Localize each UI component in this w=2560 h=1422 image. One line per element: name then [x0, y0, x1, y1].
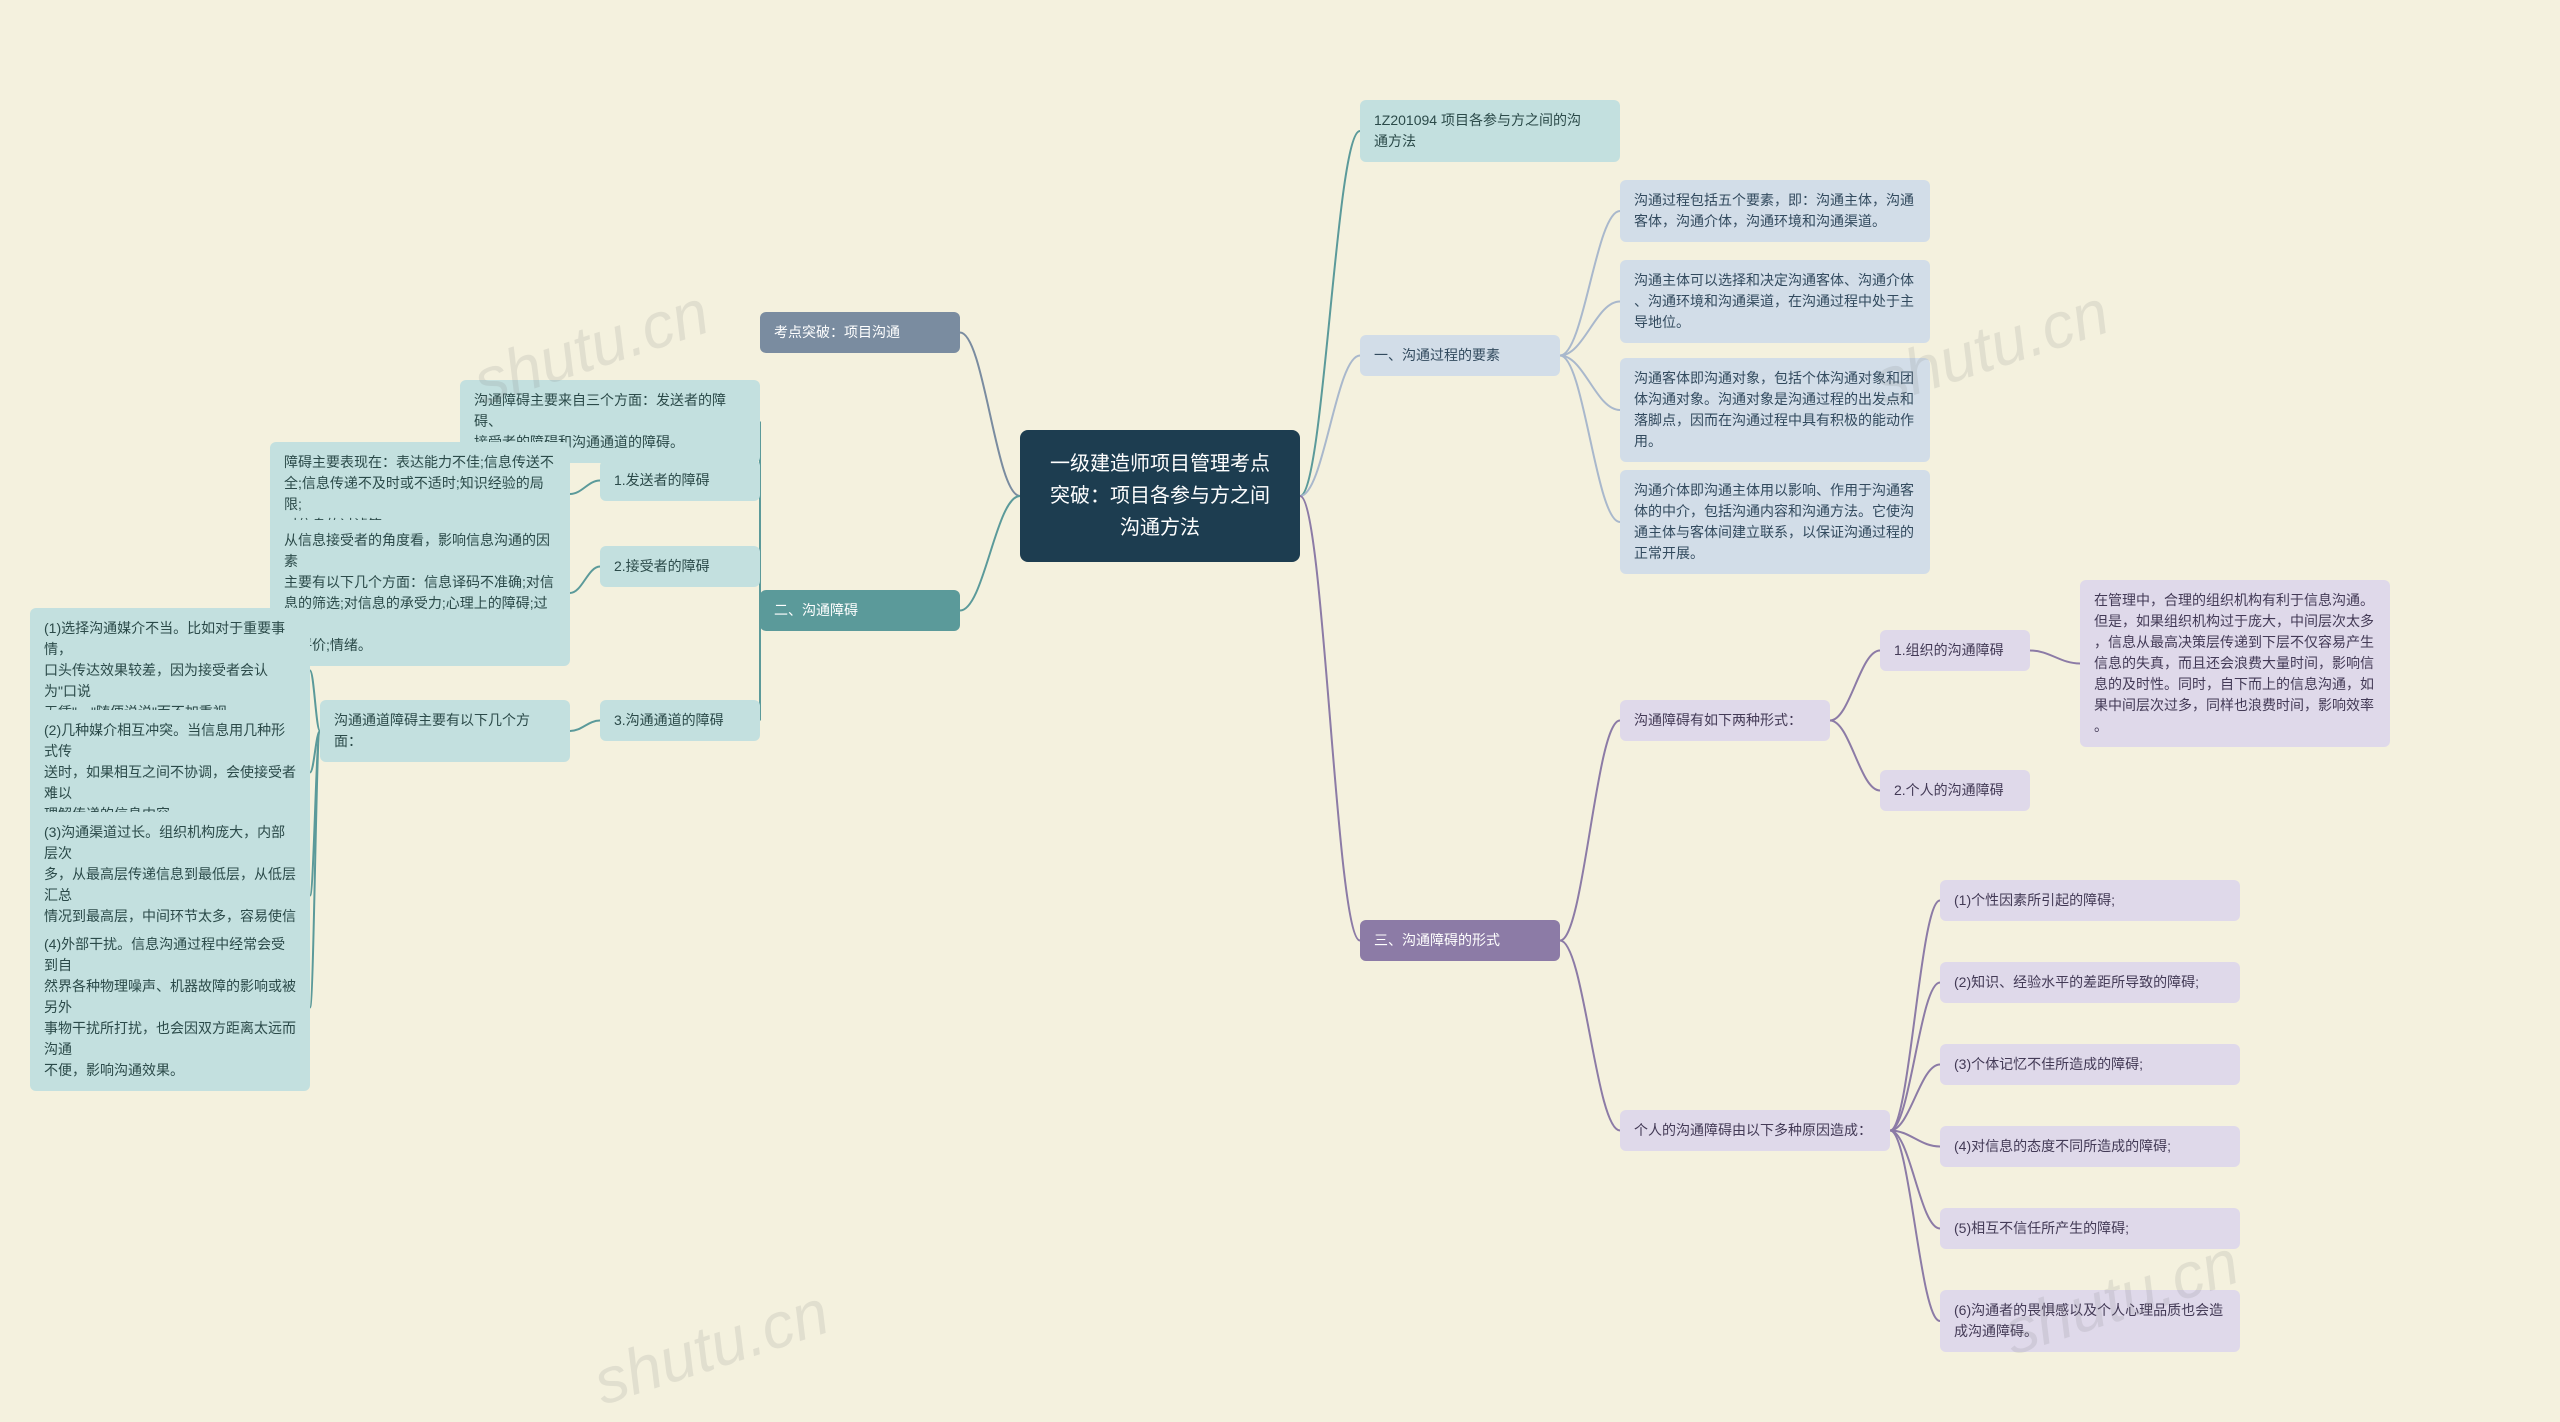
node-right-2c2: 个人的沟通障碍由以下多种原因造成：: [1620, 1110, 1890, 1151]
node-left-1a: 考点突破：项目沟通: [760, 312, 960, 353]
center-node: 一级建造师项目管理考点突破：项目各参与方之间沟通方法: [1020, 430, 1300, 562]
node-left-2-3: 3.沟通通道的障碍: [600, 700, 760, 741]
node-left-3-2: 从信息接受者的角度看，影响信息沟通的因素主要有以下几个方面：信息译码不准确;对信…: [270, 520, 570, 666]
node-right-2b3: 沟通客体即沟通对象，包括个体沟通对象和团体沟通对象。沟通对象是沟通过程的出发点和…: [1620, 358, 1930, 462]
node-right-1b: 一、沟通过程的要素: [1360, 335, 1560, 376]
node-left-2-1: 1.发送者的障碍: [600, 460, 760, 501]
node-left-3-3: 沟通通道障碍主要有以下几个方面：: [320, 700, 570, 762]
watermark: shutu.cn: [584, 1274, 837, 1419]
node-left-2-2: 2.接受者的障碍: [600, 546, 760, 587]
node-right-3c26: (6)沟通者的畏惧感以及个人心理品质也会造成沟通障碍。: [1940, 1290, 2240, 1352]
node-right-2b4: 沟通介体即沟通主体用以影响、作用于沟通客体的中介，包括沟通内容和沟通方法。它使沟…: [1620, 470, 1930, 574]
node-right-3c25: (5)相互不信任所产生的障碍;: [1940, 1208, 2240, 1249]
node-right-2b1: 沟通过程包括五个要素，即：沟通主体，沟通客体，沟通介体，沟通环境和沟通渠道。: [1620, 180, 1930, 242]
node-right-2c1: 沟通障碍有如下两种形式：: [1620, 700, 1830, 741]
node-right-2b2: 沟通主体可以选择和决定沟通客体、沟通介体、沟通环境和沟通渠道，在沟通过程中处于主…: [1620, 260, 1930, 343]
node-right-3c22: (2)知识、经验水平的差距所导致的障碍;: [1940, 962, 2240, 1003]
node-right-3c11: 1.组织的沟通障碍: [1880, 630, 2030, 671]
node-left-4-4: (4)外部干扰。信息沟通过程中经常会受到自然界各种物理噪声、机器故障的影响或被另…: [30, 924, 310, 1091]
node-right-3c12: 2.个人的沟通障碍: [1880, 770, 2030, 811]
node-left-1b: 二、沟通障碍: [760, 590, 960, 631]
node-right-3c21: (1)个性因素所引起的障碍;: [1940, 880, 2240, 921]
node-right-3c23: (3)个体记忆不佳所造成的障碍;: [1940, 1044, 2240, 1085]
node-right-1c: 三、沟通障碍的形式: [1360, 920, 1560, 961]
node-right-3c24: (4)对信息的态度不同所造成的障碍;: [1940, 1126, 2240, 1167]
node-right-1a: 1Z201094 项目各参与方之间的沟通方法: [1360, 100, 1620, 162]
node-right-4c11: 在管理中，合理的组织机构有利于信息沟通。但是，如果组织机构过于庞大，中间层次太多…: [2080, 580, 2390, 747]
